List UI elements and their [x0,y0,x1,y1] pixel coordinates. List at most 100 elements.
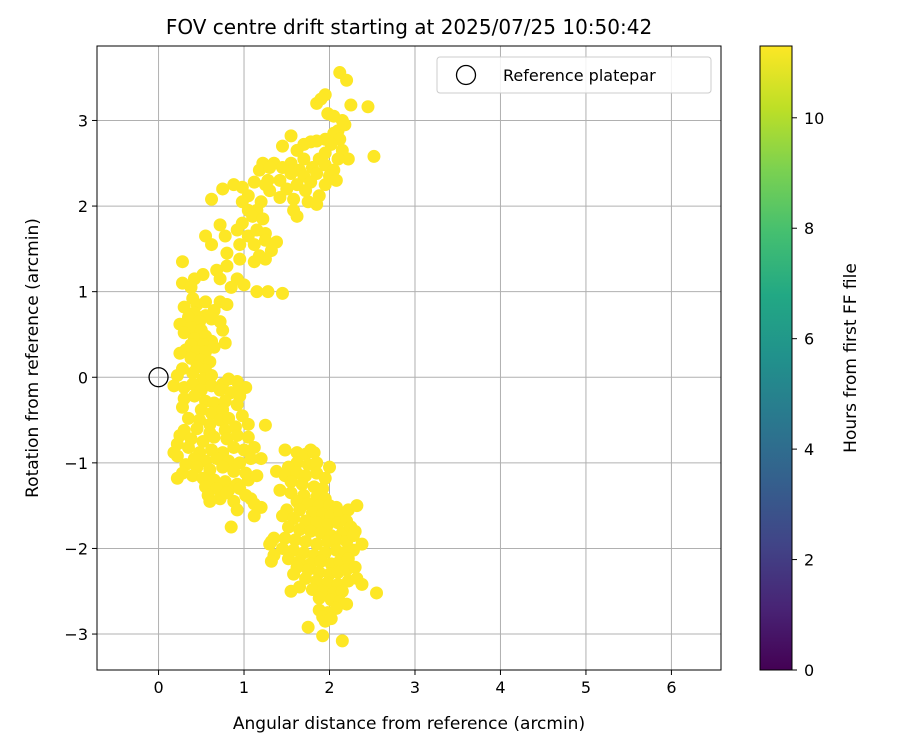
data-point [213,383,227,397]
data-point [310,456,324,470]
data-point [170,369,184,383]
data-point [275,509,289,523]
data-point [173,346,187,360]
data-point [281,552,295,566]
data-point [341,152,355,166]
data-point [175,400,189,414]
data-point [287,567,301,581]
data-point [207,430,221,444]
data-point [281,520,295,534]
data-point [220,259,234,273]
chart-title: FOV centre drift starting at 2025/07/25 … [166,15,652,39]
y-tick-label: 3 [78,111,88,130]
data-point [167,379,181,393]
data-point [224,280,238,294]
data-point [247,509,261,523]
data-point [233,252,247,266]
data-point [181,440,195,454]
data-point [361,100,375,114]
data-point [177,326,191,340]
data-point [181,411,195,425]
legend: Reference platepar [436,56,712,94]
data-points-layer [167,66,384,648]
reference-layer [148,367,169,388]
data-point [278,443,292,457]
data-point [275,139,289,153]
data-point [233,238,247,252]
x-tick-label: 4 [495,678,505,697]
data-point [264,535,278,549]
data-point [199,295,213,309]
colorbar-gradient [759,45,793,671]
x-axis-label: Angular distance from reference (arcmin) [233,714,585,734]
data-point [301,620,315,634]
data-point [177,300,191,314]
data-point [205,192,219,206]
data-point [318,178,332,192]
data-point [316,629,330,643]
data-point [205,369,219,383]
colorbar-tick-label: 6 [804,330,814,349]
data-point [335,634,349,648]
reference-platepar-marker [148,367,169,388]
data-point [186,469,200,483]
data-point [258,418,272,432]
data-point [323,460,337,474]
data-point [344,98,358,112]
data-point [258,178,272,192]
data-point [194,403,208,417]
y-tick-label: −2 [64,539,88,558]
data-point [220,298,234,312]
data-point [321,107,335,121]
data-point [355,577,369,591]
data-point [261,285,275,299]
data-point [220,486,234,500]
data-point [216,460,230,474]
data-point [227,178,241,192]
data-point [284,475,298,489]
data-point [329,533,343,547]
data-point [213,218,227,232]
data-point [290,209,304,223]
legend-label-reference: Reference platepar [503,66,656,85]
data-point [244,452,258,466]
data-point [247,255,261,269]
data-point [340,73,354,87]
data-point [288,533,302,547]
data-point [184,280,198,294]
data-point [370,586,384,600]
data-point [284,129,298,143]
data-point [340,597,354,611]
data-point [287,192,301,206]
y-tick-label: −1 [64,454,88,473]
data-point [258,233,272,247]
data-point [318,471,332,485]
axis-ticks: 0 1 2 3 4 5 6 −3 −2 −1 0 1 2 3 [64,111,676,697]
data-point [224,520,238,534]
data-point [312,591,326,605]
data-point [186,366,200,380]
data-point [213,272,227,286]
data-point [264,554,278,568]
plot-frame [96,45,722,671]
data-point [335,584,349,598]
colorbar-tick-label: 4 [804,440,814,459]
legend-marker-reference [455,64,477,86]
data-point [216,323,230,337]
data-point [273,483,287,497]
data-point [218,229,232,243]
data-point [216,182,230,196]
data-point [350,499,364,513]
legend-box [436,56,712,94]
data-point [256,212,270,226]
data-point [275,286,289,300]
data-point [329,601,343,615]
data-point [246,209,260,223]
data-point [314,554,328,568]
data-point [247,238,261,252]
data-point [310,134,324,148]
data-point [273,191,287,205]
colorbar-label: Hours from first FF file [841,263,861,453]
data-point [329,173,343,187]
colorbar-tick-label: 8 [804,219,814,238]
